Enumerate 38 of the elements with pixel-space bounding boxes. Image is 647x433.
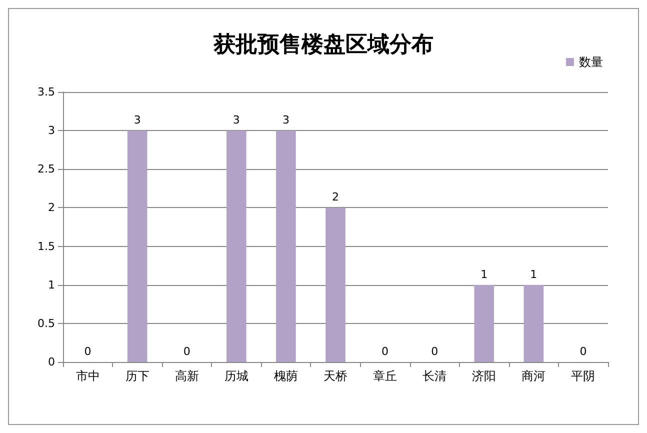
bar (326, 208, 346, 362)
x-tick-label: 历下 (125, 369, 150, 383)
y-tick-label: 0 (48, 356, 55, 368)
chart-title: 获批预售楼盘区域分布 (212, 32, 434, 58)
y-tick-label: 2.5 (38, 162, 55, 176)
bar (127, 130, 148, 362)
bar (226, 130, 246, 362)
x-tick-label: 市中 (76, 369, 100, 383)
data-label: 1 (480, 268, 488, 281)
y-tick-label: 0.5 (38, 316, 55, 330)
bar (524, 284, 544, 362)
x-tick-label: 平阴 (571, 369, 596, 383)
data-label: 1 (530, 268, 538, 281)
x-tick-label: 章丘 (373, 369, 398, 383)
y-tick-label: 2 (48, 201, 55, 214)
data-label: 0 (431, 345, 438, 358)
y-tick-label: 1 (48, 278, 55, 292)
x-tick-label: 高新 (174, 369, 199, 383)
data-label: 0 (580, 345, 587, 358)
bar (474, 284, 494, 362)
y-tick-label: 3.5 (38, 86, 55, 98)
x-tick-label: 槐荫 (274, 369, 298, 383)
y-tick-label: 1.5 (38, 240, 55, 253)
bar (276, 130, 296, 362)
x-tick-label: 历城 (224, 369, 248, 383)
x-tick-label: 长清 (422, 369, 447, 383)
x-tick-label: 济阳 (472, 369, 496, 383)
y-tick-label: 3 (48, 124, 55, 138)
data-label: 3 (134, 114, 141, 127)
x-tick-label: 商河 (522, 369, 546, 383)
data-label: 0 (183, 345, 190, 358)
data-label: 3 (282, 114, 290, 127)
data-label: 2 (332, 190, 339, 204)
legend-label: 数量 (579, 55, 603, 69)
data-label: 3 (232, 114, 240, 127)
data-label: 0 (84, 345, 92, 358)
data-label: 0 (382, 345, 389, 358)
x-tick-label: 天桥 (324, 369, 348, 383)
